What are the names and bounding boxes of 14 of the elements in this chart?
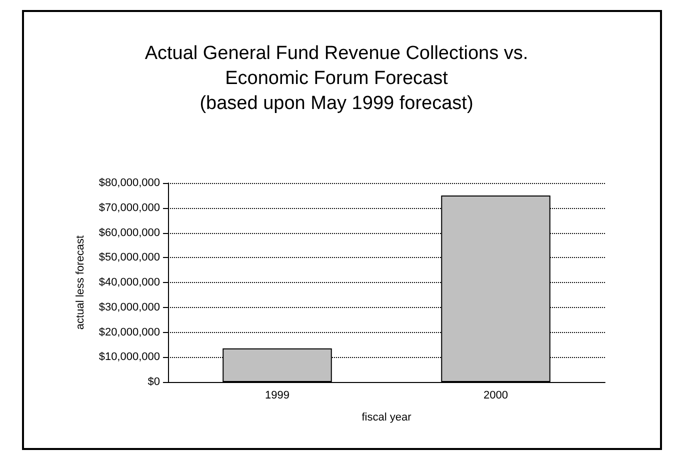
- x-tick-label: 2000: [484, 390, 508, 402]
- y-tick-label: $80,000,000: [98, 177, 160, 189]
- y-tick-label: $70,000,000: [98, 202, 160, 214]
- y-tick-label: $0: [148, 376, 160, 388]
- y-tick-label: $40,000,000: [98, 276, 160, 288]
- chart-title: Actual General Fund Revenue Collections vs. Economic Forum Forecast (based upon May 1999 forecast): [144, 43, 528, 114]
- y-tick-label: $60,000,000: [98, 226, 160, 239]
- y-tick-label: $10,000,000: [98, 351, 160, 364]
- y-tick-label: $20,000,000: [98, 326, 160, 338]
- x-tick-label: 1999: [265, 390, 290, 402]
- x-axis-title: fiscal year: [362, 412, 412, 424]
- y-tick-label: $50,000,000: [98, 252, 160, 264]
- y-tick-label: $30,000,000: [98, 301, 160, 314]
- y-axis-title: actual less forecast: [74, 235, 86, 330]
